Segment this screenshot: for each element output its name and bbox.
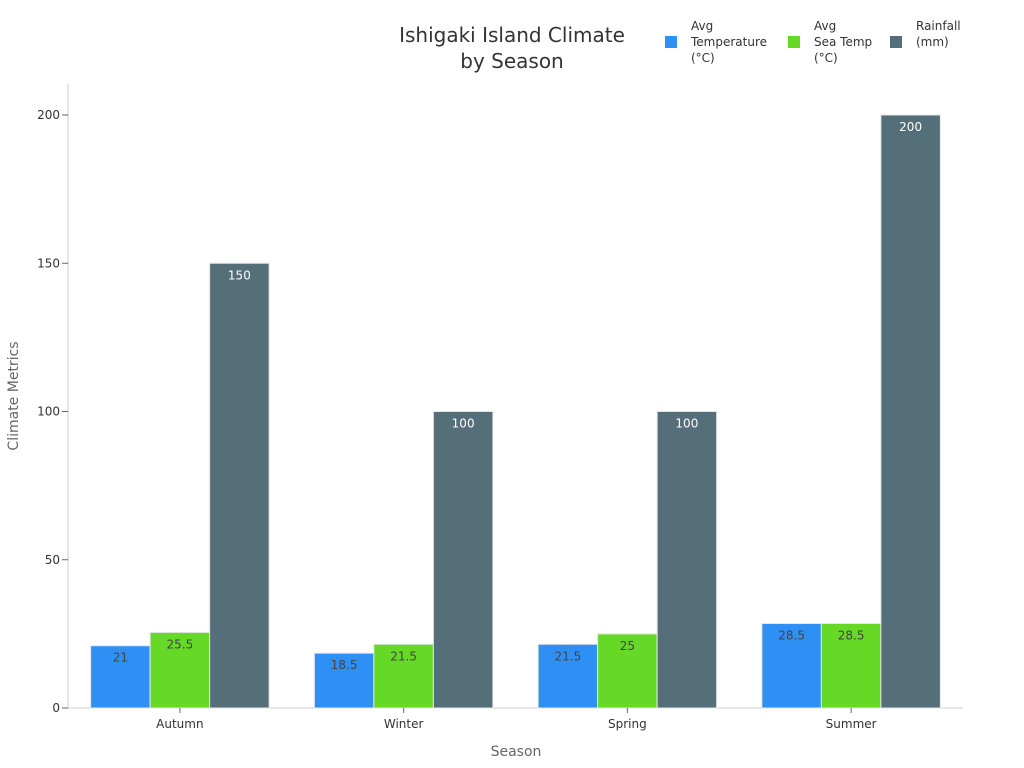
bar[interactable]: 100	[432, 411, 494, 709]
bar[interactable]: 25	[597, 633, 658, 709]
legend-label: (°C)	[691, 51, 715, 65]
bar-rect[interactable]	[209, 262, 270, 709]
bar-value-label: 25.5	[167, 637, 194, 651]
x-tick-label: Spring	[608, 717, 647, 731]
legend-label: Avg	[814, 19, 836, 33]
bar-value-label: 28.5	[778, 628, 805, 642]
bar-rect[interactable]	[432, 411, 494, 709]
legend-label: Sea Temp	[814, 35, 872, 49]
bar-rect[interactable]	[149, 631, 211, 709]
y-axis-title: Climate Metrics	[6, 341, 22, 450]
bar[interactable]: 18.5	[313, 652, 375, 709]
bar-value-label: 200	[899, 120, 922, 134]
y-tick-label: 0	[52, 701, 60, 715]
axes	[67, 84, 963, 709]
bar-rect[interactable]	[761, 622, 822, 709]
bar-rect[interactable]	[90, 645, 151, 709]
bar-rect[interactable]	[373, 643, 434, 709]
legend: Avg Temperature (°C) Avg Sea Temp (°C) Rainfal…	[665, 19, 961, 65]
bar[interactable]: 100	[656, 411, 718, 709]
bar-rect[interactable]	[880, 114, 941, 709]
legend-label: Rainfall	[916, 19, 961, 33]
bar[interactable]: 200	[880, 114, 941, 709]
legend-swatch-icon	[890, 36, 902, 48]
bar-value-label: 21.5	[390, 649, 417, 663]
legend-item[interactable]: Avg Temperature (°C)	[665, 19, 767, 65]
bar[interactable]: 21.5	[537, 643, 599, 709]
bar-value-label: 100	[675, 417, 698, 431]
legend-swatch-icon	[788, 36, 800, 48]
bar-rect[interactable]	[313, 652, 375, 709]
x-tick-label: Summer	[826, 717, 877, 731]
bar[interactable]: 25.5	[149, 631, 211, 709]
bar[interactable]: 150	[209, 262, 270, 709]
legend-swatch-icon	[665, 36, 677, 48]
bar-rect[interactable]	[597, 633, 658, 709]
chart-title-line: by Season	[460, 49, 563, 73]
y-axis-ticks: 0 50 100 150 200	[37, 108, 68, 715]
legend-label: (°C)	[814, 51, 838, 65]
legend-item[interactable]: Avg Sea Temp (°C)	[788, 19, 872, 65]
y-tick-label: 200	[37, 108, 60, 122]
legend-label: (mm)	[916, 35, 949, 49]
bar[interactable]: 21.5	[373, 643, 434, 709]
x-tick-label: Winter	[384, 717, 424, 731]
bar[interactable]: 28.5	[820, 622, 882, 709]
bar-value-label: 21.5	[555, 649, 582, 663]
x-axis-title: Season	[491, 744, 542, 760]
bar[interactable]: 28.5	[761, 622, 822, 709]
bar-value-label: 25	[620, 639, 635, 653]
legend-item[interactable]: Rainfall (mm)	[890, 19, 961, 49]
bar-value-label: 18.5	[331, 658, 358, 672]
y-tick-label: 50	[45, 553, 60, 567]
bar-value-label: 100	[452, 417, 475, 431]
bar-value-label: 150	[228, 268, 251, 282]
bar-value-label: 21	[113, 651, 128, 665]
y-tick-label: 100	[37, 405, 60, 419]
x-tick-label: Autumn	[156, 717, 203, 731]
bars: 21 25.5 150 18.5 21.5 100 21.5 25 100 28.5 28.5 200	[90, 114, 941, 709]
chart-title-line: Ishigaki Island Climate	[399, 23, 625, 47]
bar-value-label: 28.5	[838, 628, 865, 642]
bar[interactable]: 21	[90, 645, 151, 709]
legend-label: Temperature	[690, 35, 767, 49]
bar-rect[interactable]	[656, 411, 718, 709]
x-axis-ticks: Autumn Winter Spring Summer	[156, 708, 877, 731]
legend-label: Avg	[691, 19, 713, 33]
y-tick-label: 150	[37, 256, 60, 270]
